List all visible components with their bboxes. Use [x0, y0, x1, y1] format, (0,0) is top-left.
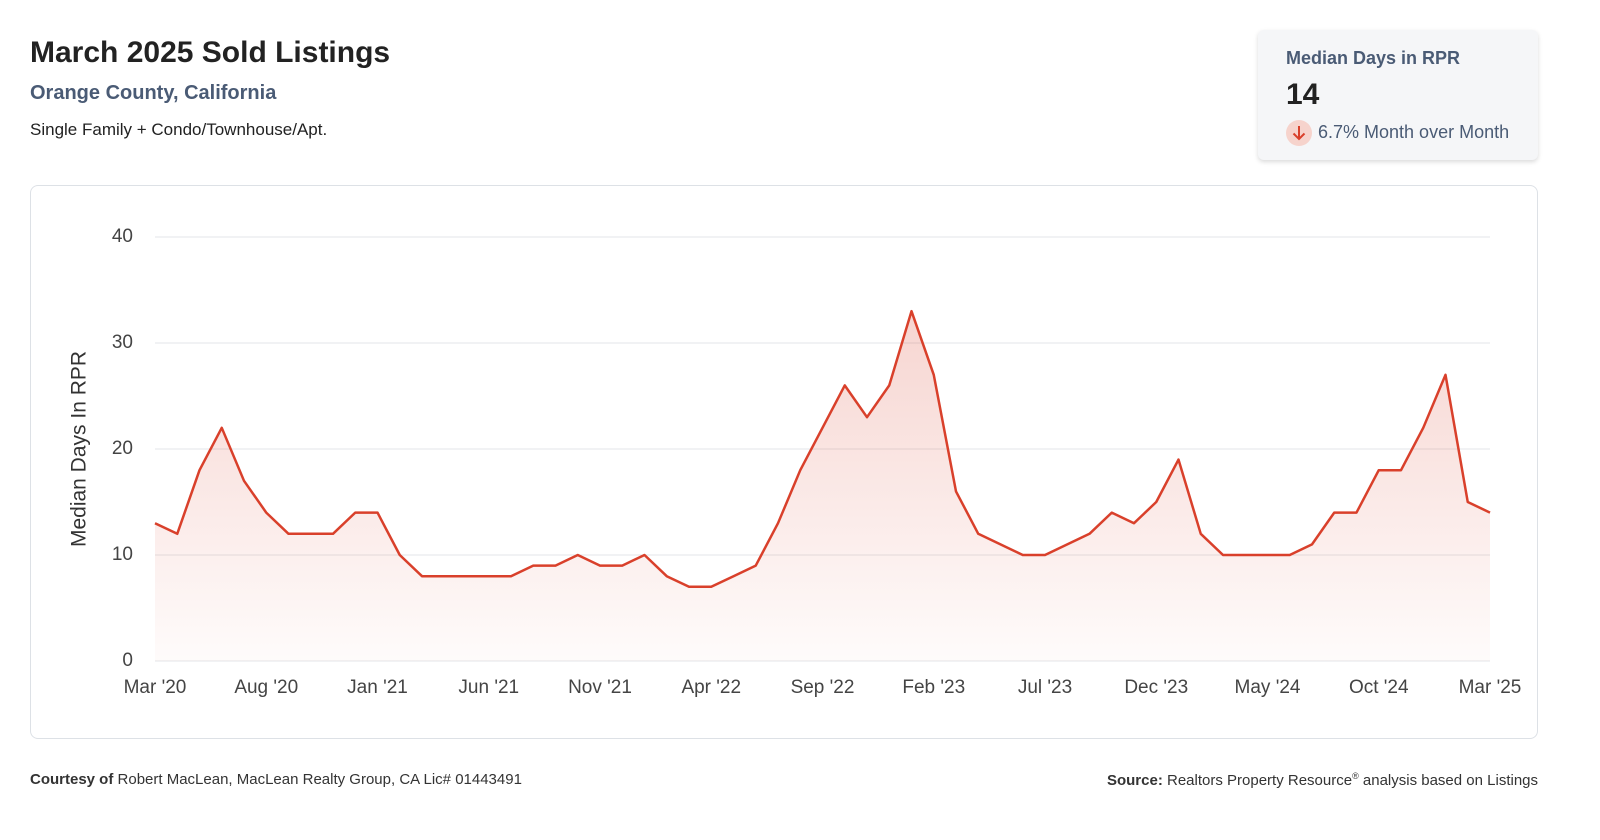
subtitle: Orange County, California — [30, 82, 277, 104]
x-tick-label: Oct '24 — [1349, 677, 1409, 698]
y-axis-label: Median Days In RPR — [68, 351, 91, 547]
title: March 2025 Sold Listings — [30, 36, 391, 69]
x-tick-label: May '24 — [1235, 677, 1301, 698]
courtesy-label: Courtesy of — [30, 771, 114, 788]
y-tick-label: 40 — [112, 226, 133, 247]
y-tick-label: 30 — [112, 332, 133, 353]
chart-panel — [30, 185, 1538, 739]
x-tick-label: Mar '25 — [1459, 677, 1522, 698]
source: Source: Realtors Property Resource® anal… — [1107, 771, 1538, 789]
description: Single Family + Condo/Townhouse/Apt. — [30, 120, 328, 139]
x-tick-label: Apr '22 — [681, 677, 741, 698]
kpi-value: 14 — [1286, 78, 1320, 111]
kpi-card: Median Days in RPR 14 6.7% Month over Mo… — [1258, 30, 1538, 160]
x-tick-label: Mar '20 — [124, 677, 187, 698]
x-tick-label: Jul '23 — [1018, 677, 1072, 698]
source-label: Source: — [1106, 772, 1163, 789]
down-icon — [1286, 120, 1312, 146]
x-tick-label: Feb '23 — [902, 677, 965, 698]
kpi-label: Median Days in RPR — [1286, 48, 1461, 68]
x-tick-label: Jun '21 — [458, 677, 519, 698]
courtesy-text: Robert MacLean, MacLean Realty Group, CA… — [117, 771, 522, 788]
x-tick-label: Aug '20 — [234, 677, 298, 698]
source-rest: analysis based on Listings — [1362, 772, 1538, 789]
area-fill — [155, 311, 1490, 661]
source-mark: ® — [1352, 771, 1359, 781]
y-tick-label: 20 — [112, 438, 133, 459]
y-tick-label: 10 — [112, 544, 133, 565]
y-tick-label: 0 — [122, 650, 133, 671]
x-tick-label: Sep '22 — [791, 677, 855, 698]
chart: Median Days In RPR 0 10 20 30 40 Mar '20 Aug '… — [68, 226, 1522, 698]
courtesy: Courtesy of Robert MacLean, MacLean Real… — [30, 771, 522, 788]
x-tick-label: Nov '21 — [568, 677, 632, 698]
x-tick-label: Dec '23 — [1124, 677, 1188, 698]
source-text: Realtors Property Resource — [1167, 772, 1353, 789]
x-tick-label: Jan '21 — [347, 677, 408, 698]
kpi-change: 6.7% Month over Month — [1318, 122, 1510, 142]
line — [154, 309, 1491, 589]
